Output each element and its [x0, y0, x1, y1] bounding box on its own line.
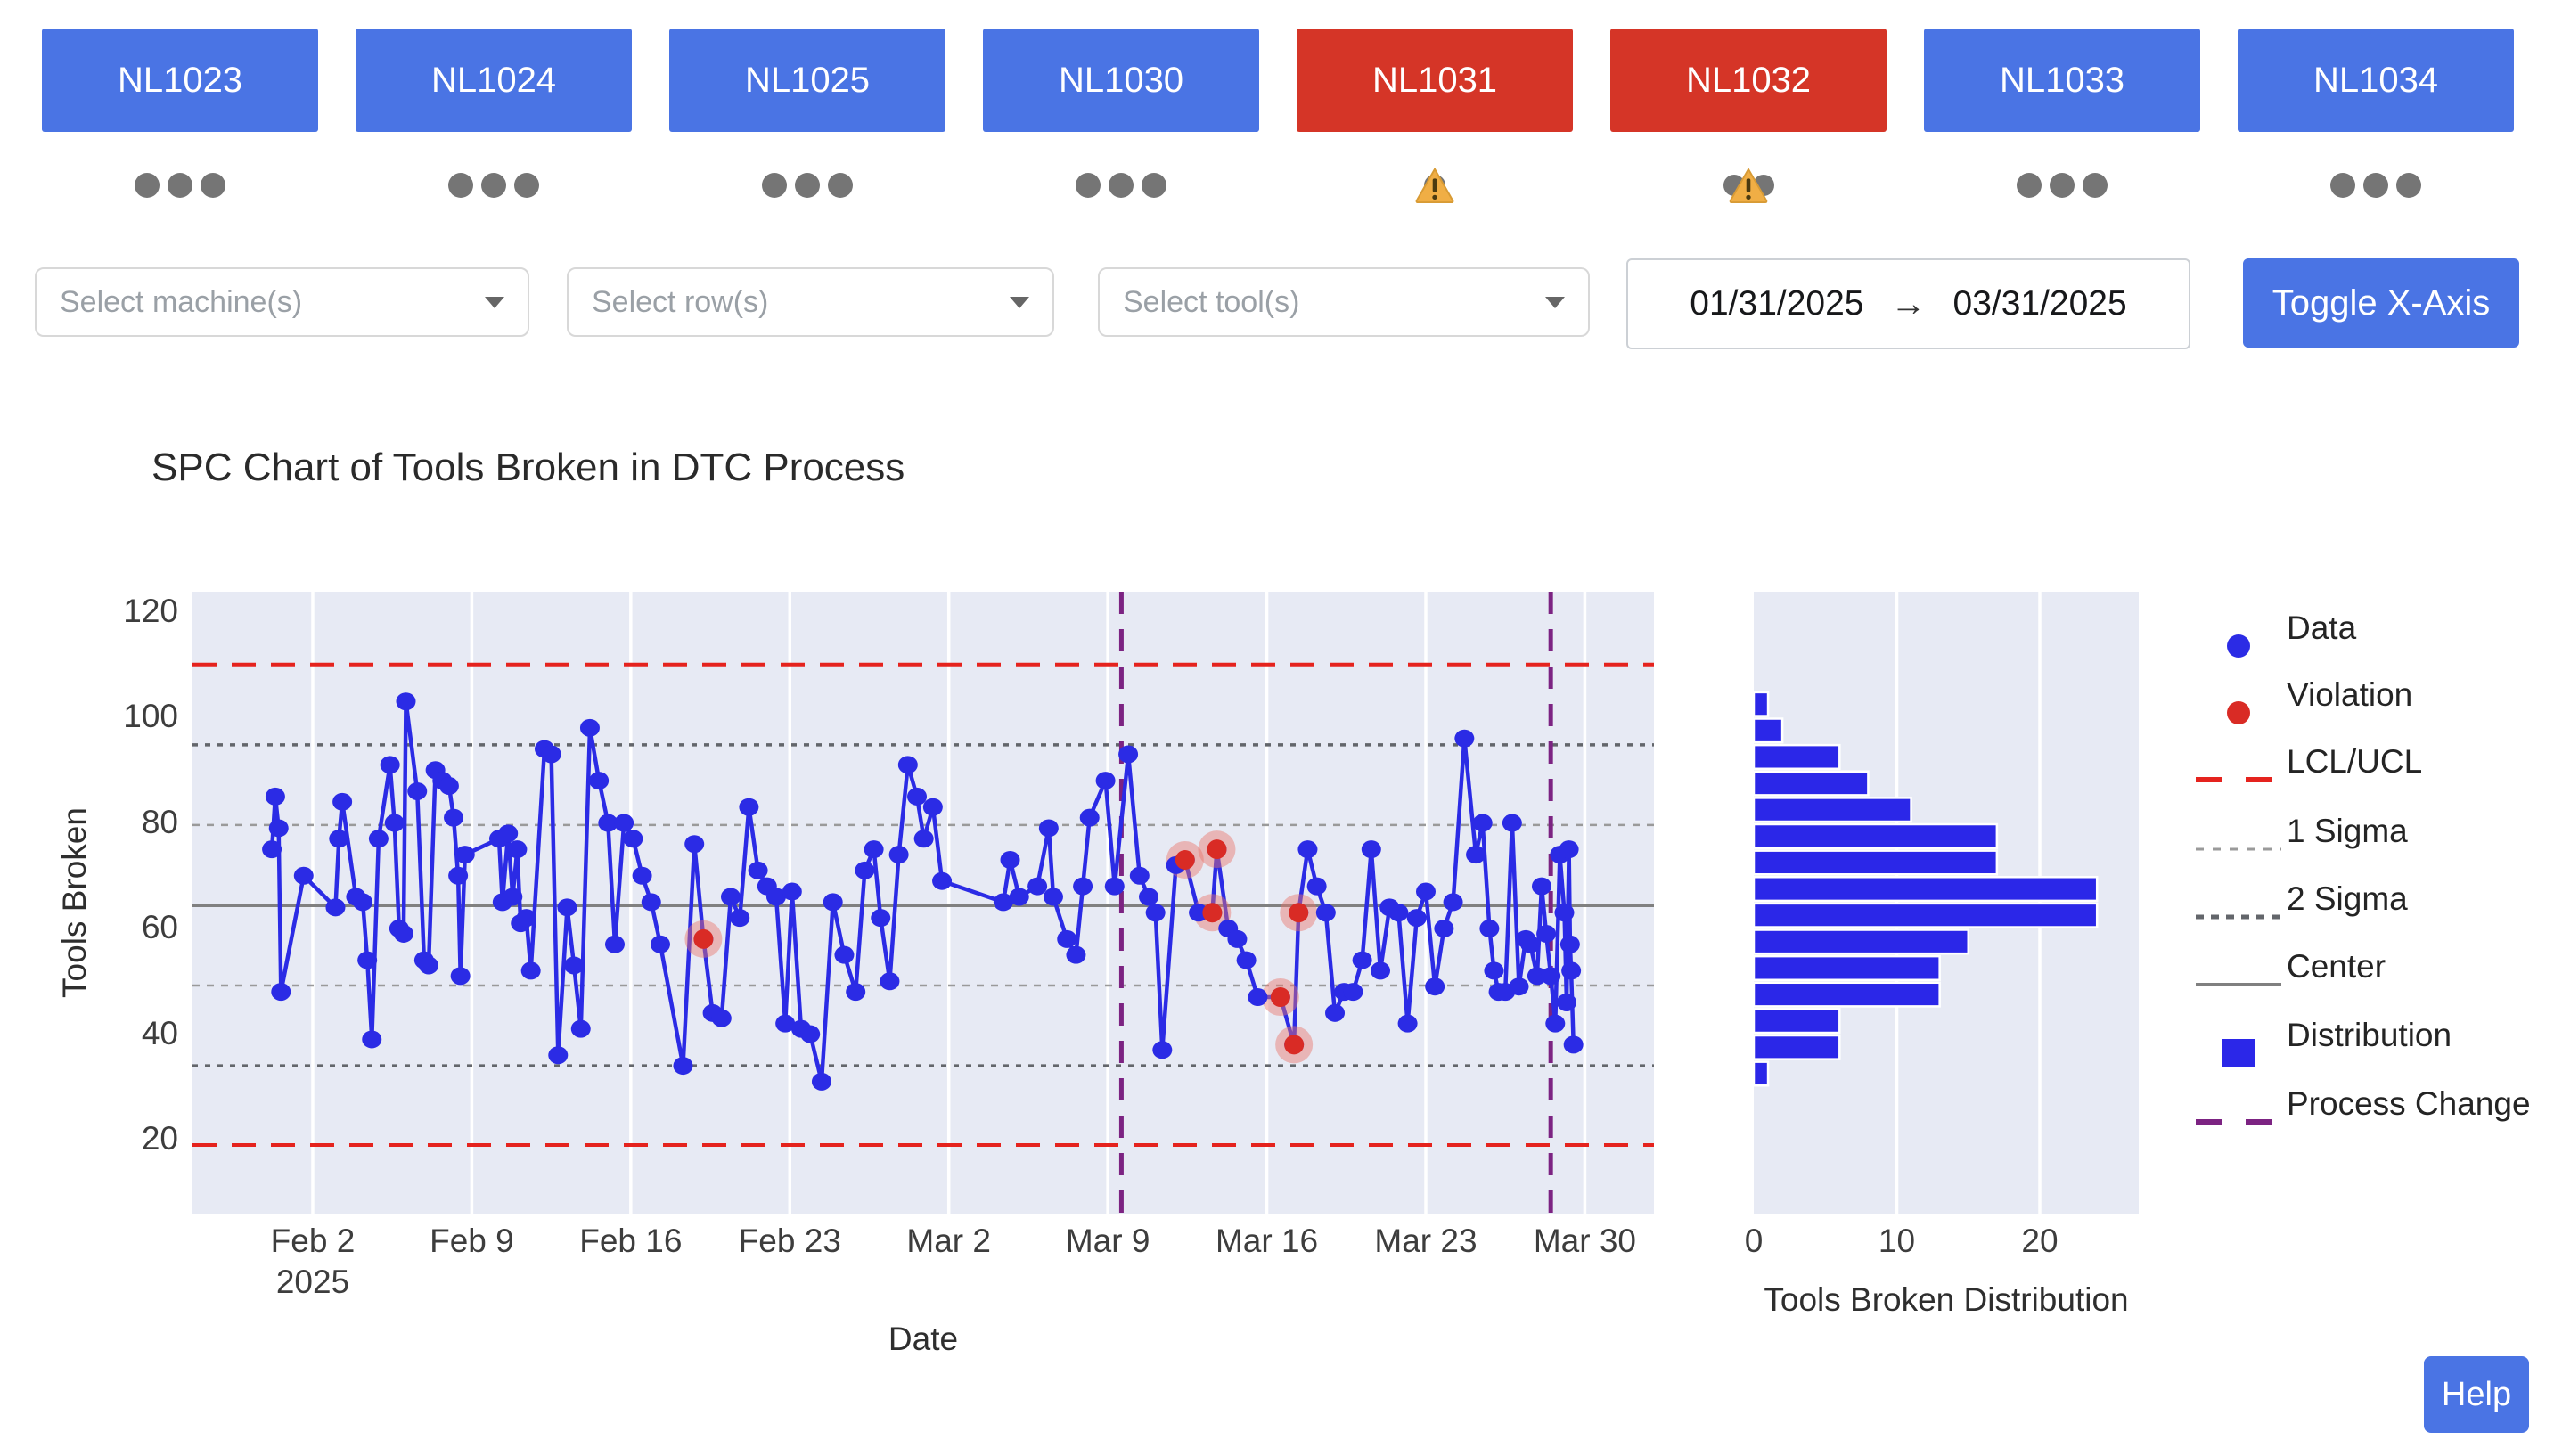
select-machines-dropdown[interactable]: Select machine(s)	[35, 267, 529, 337]
legend-label: 2 Sigma	[2287, 880, 2408, 917]
x-tick: Mar 9	[1065, 1223, 1150, 1259]
x-tick: Feb 2	[270, 1223, 356, 1259]
select-rows-placeholder: Select row(s)	[592, 284, 769, 319]
legend-item-2-sigma[interactable]: 2 Sigma	[2190, 879, 2554, 920]
arrow-right-icon: →	[1890, 283, 1927, 323]
x-tick: Mar 2	[906, 1223, 991, 1259]
legend-label: Process Change	[2287, 1085, 2531, 1122]
legend-item-data[interactable]: Data	[2190, 608, 2554, 658]
x-tick: Mar 23	[1374, 1223, 1478, 1259]
machine-status-nl1031	[1297, 162, 1573, 209]
status-dot-icon	[168, 173, 192, 198]
y-tick-100: 100	[123, 698, 178, 734]
help-button[interactable]: Help	[2424, 1356, 2529, 1433]
status-dot-icon	[1076, 173, 1101, 198]
legend-item-center[interactable]: Center	[2190, 946, 2554, 987]
status-dot-icon	[135, 173, 160, 198]
status-dot-icon	[795, 173, 820, 198]
hist-x-tick-10: 10	[1878, 1223, 1916, 1259]
legend-label: 1 Sigma	[2287, 813, 2408, 849]
status-dot-icon	[201, 173, 225, 198]
warning-icon	[1729, 167, 1768, 204]
x-tick: Mar 16	[1215, 1223, 1319, 1259]
x-tick: Feb 23	[738, 1223, 841, 1259]
legend-item-distribution[interactable]: Distribution	[2190, 1015, 2554, 1067]
status-dot-icon	[2330, 173, 2355, 198]
machine-button-nl1032[interactable]: NL1032	[1610, 29, 1887, 132]
y-tick-20: 20	[141, 1120, 178, 1157]
x-tick: Feb 16	[579, 1223, 683, 1259]
machine-button-nl1031[interactable]: NL1031	[1297, 29, 1573, 132]
select-tools-placeholder: Select tool(s)	[1123, 284, 1300, 319]
y-tick-60: 60	[141, 909, 178, 945]
x-axis-title: Date	[888, 1321, 959, 1357]
select-tools-dropdown[interactable]: Select tool(s)	[1098, 267, 1590, 337]
machine-status-nl1034	[2238, 162, 2514, 209]
status-dot-icon	[1109, 173, 1134, 198]
histogram-title: Tools Broken Distribution	[1764, 1281, 2129, 1318]
status-dot-icon	[828, 173, 853, 198]
legend-label: Distribution	[2287, 1017, 2452, 1053]
status-dot-icon	[2083, 173, 2108, 198]
y-tick-120: 120	[123, 592, 178, 629]
status-dot-icon	[448, 173, 473, 198]
legend-item-violation[interactable]: Violation	[2190, 675, 2554, 724]
legend-label: Center	[2287, 948, 2386, 985]
x-tick: Feb 9	[430, 1223, 514, 1259]
legend-label: Data	[2287, 609, 2357, 646]
warning-icon	[1415, 167, 1454, 204]
status-dot-icon	[762, 173, 787, 198]
end-date-field[interactable]: 03/31/2025	[1952, 284, 2127, 323]
machine-status-nl1033	[1924, 162, 2200, 209]
legend-item-process-change[interactable]: Process Change	[2190, 1084, 2554, 1125]
machine-status-nl1023	[42, 162, 318, 209]
machine-button-nl1033[interactable]: NL1033	[1924, 29, 2200, 132]
date-range-picker[interactable]: 01/31/2025 → 03/31/2025	[1626, 258, 2190, 349]
status-dot-icon	[2396, 173, 2421, 198]
chevron-down-icon	[485, 296, 504, 308]
machine-status-nl1030	[983, 162, 1259, 209]
legend-item-lcl-ucl[interactable]: LCL/UCL	[2190, 741, 2554, 782]
machine-button-nl1023[interactable]: NL1023	[42, 29, 318, 132]
y-tick-40: 40	[141, 1014, 178, 1051]
status-dot-icon	[2363, 173, 2388, 198]
status-dot-icon	[2050, 173, 2075, 198]
toggle-x-axis-button[interactable]: Toggle X-Axis	[2243, 258, 2519, 348]
legend-label: LCL/UCL	[2287, 743, 2423, 780]
chevron-down-icon	[1010, 296, 1029, 308]
machine-status-nl1032	[1610, 162, 1887, 209]
histogram-canvas[interactable]	[1754, 592, 2139, 1214]
legend-label: Violation	[2287, 676, 2413, 713]
spc-chart-canvas[interactable]	[192, 592, 1654, 1214]
y-tick-80: 80	[141, 803, 178, 840]
chevron-down-icon	[1545, 296, 1565, 308]
machine-status-nl1025	[669, 162, 945, 209]
hist-x-tick-20: 20	[2021, 1223, 2059, 1259]
machine-button-nl1025[interactable]: NL1025	[669, 29, 945, 132]
machine-button-nl1034[interactable]: NL1034	[2238, 29, 2514, 132]
select-rows-dropdown[interactable]: Select row(s)	[567, 267, 1054, 337]
select-machines-placeholder: Select machine(s)	[60, 284, 303, 319]
hist-x-tick-0: 0	[1744, 1223, 1764, 1259]
status-dot-icon	[1142, 173, 1166, 198]
status-dot-icon	[2017, 173, 2042, 198]
legend-item-1-sigma[interactable]: 1 Sigma	[2190, 811, 2554, 852]
status-dot-icon	[481, 173, 506, 198]
machine-button-nl1024[interactable]: NL1024	[356, 29, 632, 132]
chart-title: SPC Chart of Tools Broken in DTC Process	[151, 446, 905, 489]
start-date-field[interactable]: 01/31/2025	[1690, 284, 1864, 323]
x-tick: Mar 30	[1533, 1223, 1636, 1259]
machine-status-nl1024	[356, 162, 632, 209]
x-tick-year: 2025	[275, 1264, 350, 1300]
machine-button-nl1030[interactable]: NL1030	[983, 29, 1259, 132]
status-dot-icon	[514, 173, 539, 198]
